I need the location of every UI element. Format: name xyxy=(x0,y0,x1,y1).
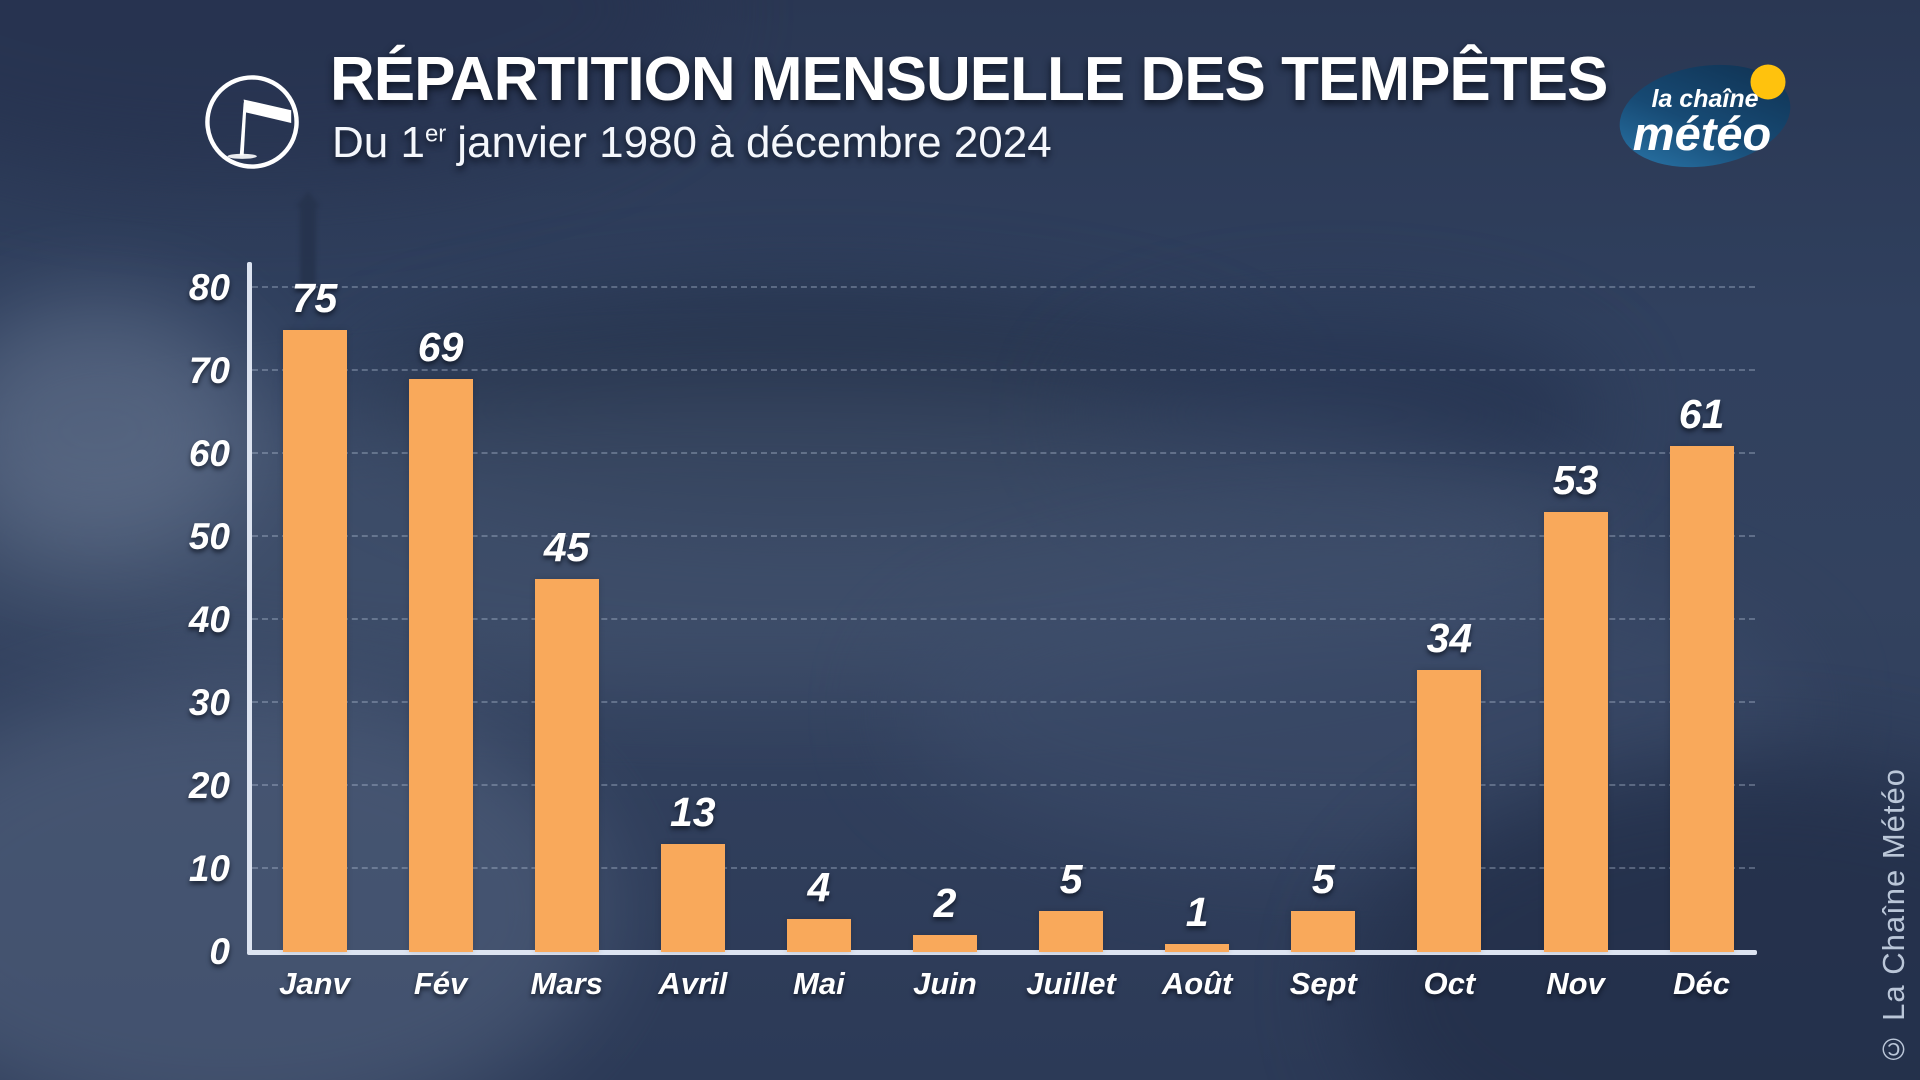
bar-value-label: 1 xyxy=(1185,888,1209,935)
la-chaine-meteo-logo: la chaîne météo xyxy=(1612,52,1802,182)
bar-Juin xyxy=(913,935,977,952)
bar-value-label: 4 xyxy=(807,863,831,910)
y-tick-label: 30 xyxy=(188,682,230,723)
bar-Avril xyxy=(660,844,725,952)
page-title: RÉPARTITION MENSUELLE DES TEMPÊTES xyxy=(330,45,1608,114)
subtitle-prefix: Du 1 xyxy=(332,118,425,167)
x-tick-label: Oct xyxy=(1423,966,1476,1001)
gridline xyxy=(252,452,1755,454)
bar-Mars xyxy=(534,578,599,952)
gridline xyxy=(252,867,1755,869)
x-tick-label: Nov xyxy=(1546,966,1605,1001)
subtitle-rest: janvier 1980 à décembre 2024 xyxy=(457,118,1052,167)
subtitle-superscript: er xyxy=(424,120,447,148)
lighthouse-silhouette xyxy=(296,191,320,290)
x-tick-label: Janv xyxy=(279,966,350,1001)
x-tick-label: Mai xyxy=(793,966,845,1001)
x-tick-label: Mars xyxy=(530,966,603,1001)
y-tick-label: 0 xyxy=(209,931,230,972)
y-tick-label: 20 xyxy=(188,765,230,806)
bar-value-label: 45 xyxy=(543,523,590,570)
y-tick-label: 50 xyxy=(188,516,230,557)
bar-Nov xyxy=(1543,512,1608,952)
logo-sun-icon xyxy=(1750,64,1786,100)
bar-value-label: 61 xyxy=(1678,390,1725,437)
y-axis-line xyxy=(247,262,252,952)
gridline xyxy=(252,286,1755,288)
bar-Sept xyxy=(1291,910,1356,952)
x-tick-label: Sept xyxy=(1289,966,1357,1001)
y-tick-label: 10 xyxy=(188,848,230,889)
bar-Janv xyxy=(282,329,347,952)
bar-value-label: 53 xyxy=(1552,457,1599,504)
y-tick-label: 70 xyxy=(188,350,230,391)
bar-value-label: 5 xyxy=(1311,855,1335,902)
gridline xyxy=(252,784,1755,786)
gridline xyxy=(252,369,1755,371)
x-tick-label: Avril xyxy=(658,966,728,1001)
x-tick-label: Août xyxy=(1161,966,1233,1001)
copyright-watermark: © La Chaîne Météo xyxy=(1876,767,1911,1066)
bar-Déc xyxy=(1669,445,1734,952)
bar-value-label: 69 xyxy=(417,324,464,371)
gridline xyxy=(252,535,1755,537)
bar-Août xyxy=(1165,943,1230,952)
logo-text-line1: la chaîne xyxy=(1652,85,1759,113)
page-subtitle: Du 1er janvier 1980 à décembre 2024 xyxy=(332,118,1052,168)
windsock-icon xyxy=(203,73,301,171)
gridline xyxy=(252,701,1755,703)
bar-Juillet xyxy=(1039,910,1104,952)
x-axis-line xyxy=(247,950,1757,955)
logo-text-line2: météo xyxy=(1633,107,1771,160)
gridline xyxy=(252,618,1755,620)
x-tick-label: Déc xyxy=(1673,966,1731,1001)
bar-Mai xyxy=(786,918,851,952)
y-tick-label: 80 xyxy=(188,267,230,308)
y-tick-label: 60 xyxy=(188,433,230,474)
bar-Oct xyxy=(1417,669,1482,952)
bar-value-label: 5 xyxy=(1059,855,1083,902)
background-foam-left xyxy=(0,300,260,560)
bar-value-label: 75 xyxy=(291,274,338,321)
bar-value-label: 13 xyxy=(669,789,716,836)
x-tick-label: Juillet xyxy=(1026,966,1116,1001)
x-tick-label: Fév xyxy=(413,966,468,1001)
bar-value-label: 34 xyxy=(1426,614,1473,661)
x-tick-label: Juin xyxy=(913,966,977,1001)
y-tick-label: 40 xyxy=(188,599,230,640)
bar-Fév xyxy=(408,379,473,952)
plot-area: 0 10 20 30 40 50 60 70 80 75 Janv 69 Fév 45 Mars 13 Avri… xyxy=(189,267,1755,1001)
bar-value-label: 2 xyxy=(933,880,957,927)
